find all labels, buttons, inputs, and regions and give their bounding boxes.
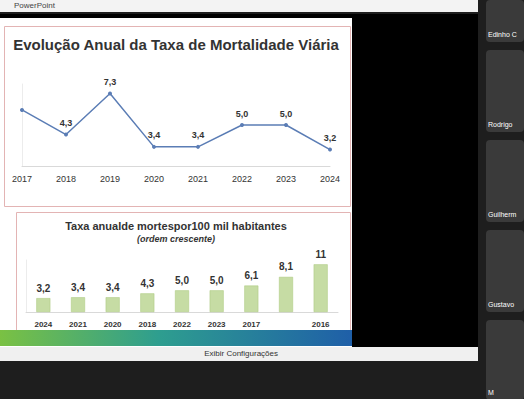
svg-text:3,4: 3,4 [148, 130, 161, 140]
svg-text:3,2: 3,2 [36, 283, 50, 294]
svg-text:8,1: 8,1 [279, 261, 293, 272]
svg-text:2024: 2024 [320, 174, 340, 184]
svg-text:5,0: 5,0 [280, 109, 293, 119]
svg-text:2024: 2024 [34, 320, 52, 329]
svg-text:2023: 2023 [276, 174, 296, 184]
svg-text:3,4: 3,4 [192, 130, 205, 140]
svg-text:2023: 2023 [208, 320, 226, 329]
svg-text:2016: 2016 [312, 320, 330, 329]
svg-text:3,4: 3,4 [106, 282, 120, 293]
svg-text:2019: 2019 [100, 174, 120, 184]
html-text:Guilherm: Guilherm [488, 211, 517, 218]
svg-text:Taxa anualde mortespor100 mil: Taxa anualde mortespor100 mil habitantes [65, 220, 287, 232]
svg-text:7,3: 7,3 [104, 77, 117, 87]
svg-text:5,0: 5,0 [210, 275, 224, 286]
svg-text:4,3: 4,3 [140, 278, 154, 289]
svg-text:2020: 2020 [104, 320, 122, 329]
svg-text:2020: 2020 [144, 174, 164, 184]
html-text:M: M [488, 389, 494, 396]
svg-text:2017: 2017 [12, 174, 32, 184]
html-text:Exibir Configurações: Exibir Configurações [204, 349, 278, 358]
svg-text:2018: 2018 [138, 320, 156, 329]
svg-text:(ordem crescente): (ordem crescente) [137, 234, 215, 244]
svg-text:3,4: 3,4 [71, 282, 85, 293]
svg-text:Evolução Anual da Taxa de Mort: Evolução Anual da Taxa de Mortalidade Vi… [13, 36, 339, 53]
svg-text:3,2: 3,2 [324, 133, 337, 143]
svg-text:6,1: 6,1 [244, 270, 258, 281]
html-text:Rodrigo: Rodrigo [488, 121, 513, 128]
svg-text:2018: 2018 [56, 174, 76, 184]
svg-text:2021: 2021 [69, 320, 87, 329]
svg-text:4,3: 4,3 [60, 118, 73, 128]
html-text:Edinho C: Edinho C [488, 31, 517, 38]
svg-text:2022: 2022 [173, 320, 191, 329]
html-text:PowerPoint: PowerPoint [14, 1, 55, 10]
svg-text:2022: 2022 [232, 174, 252, 184]
svg-text:5,0: 5,0 [175, 275, 189, 286]
svg-text:11: 11 [315, 249, 326, 260]
svg-text:2021: 2021 [188, 174, 208, 184]
svg-text:5,0: 5,0 [236, 109, 249, 119]
svg-text:2017: 2017 [242, 320, 260, 329]
html-text:Gustavo: Gustavo [488, 301, 515, 308]
